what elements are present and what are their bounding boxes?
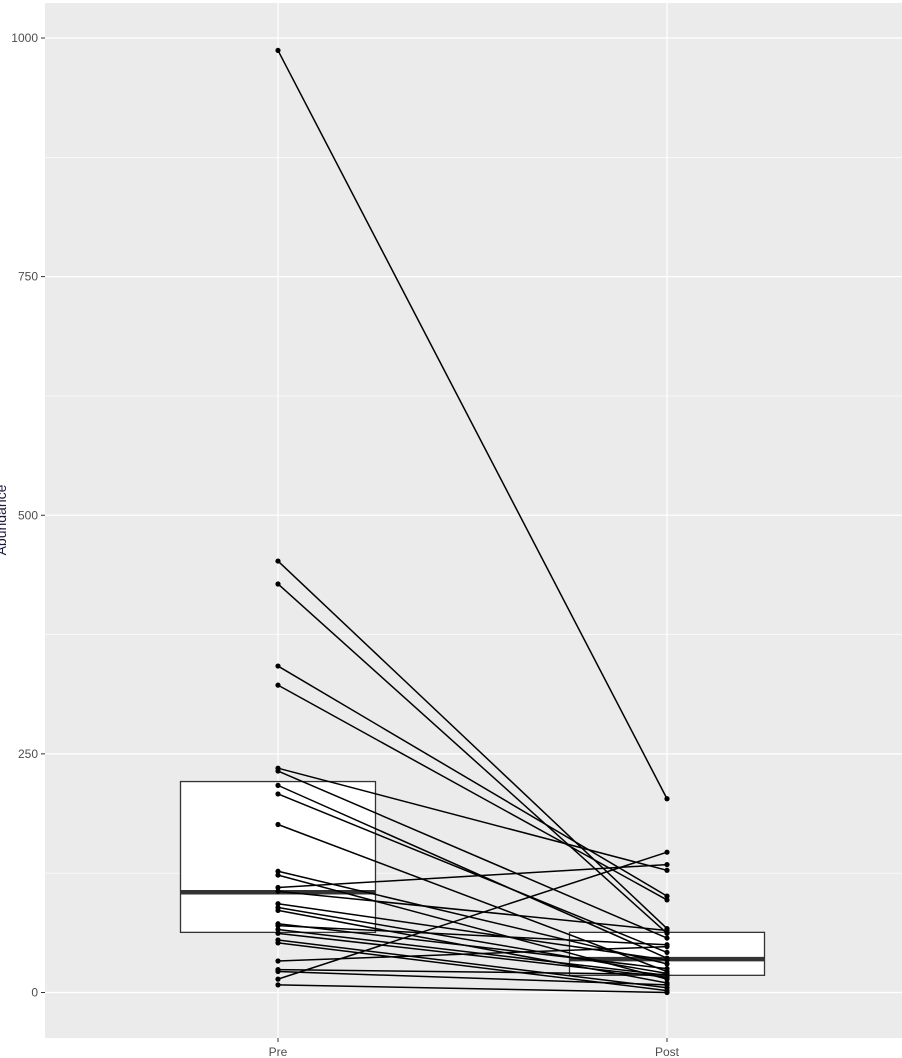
y-axis: 0 250 500 750 1000 [11, 31, 45, 1000]
point-pre [275, 682, 281, 688]
point-post [664, 897, 670, 903]
point-pre [275, 930, 281, 936]
pair-line [277, 939, 668, 989]
point-pre [275, 768, 281, 774]
point-pre [275, 884, 281, 891]
data-points [275, 47, 670, 996]
point-post [664, 944, 670, 950]
point-pre [275, 976, 281, 982]
x-axis: Pre Post [269, 1038, 680, 1058]
y-tick-label: 500 [18, 508, 38, 522]
paired-lines [277, 50, 668, 994]
pair-line [277, 823, 668, 973]
x-tick-label: Pre [269, 1045, 288, 1058]
pair-line [277, 684, 668, 901]
point-post [664, 893, 670, 899]
point-post [664, 957, 670, 963]
point-pre [275, 868, 281, 874]
pair-line [277, 928, 668, 977]
point-pre [275, 581, 281, 587]
point-post [664, 989, 670, 996]
point-pre [275, 923, 281, 929]
point-post [664, 961, 670, 967]
point-pre [275, 821, 281, 828]
pair-line [277, 968, 668, 976]
y-tick-label: 250 [18, 747, 38, 761]
point-post [664, 849, 670, 855]
point-post [664, 966, 670, 972]
pair-line [277, 793, 668, 954]
point-pre [275, 872, 281, 878]
point-post [664, 949, 670, 956]
point-pre [275, 901, 281, 907]
point-pre [275, 782, 281, 788]
point-pre [275, 558, 281, 564]
pair-line [277, 784, 668, 959]
point-pre [275, 47, 281, 54]
pair-line [277, 583, 668, 934]
pair-line [277, 50, 668, 800]
point-pre [275, 888, 281, 894]
point-pre [275, 982, 281, 988]
point-pre [275, 791, 281, 797]
y-tick-label: 0 [31, 986, 38, 1000]
y-tick-label: 1000 [11, 31, 38, 45]
y-tick-label: 750 [18, 270, 38, 284]
pair-line [277, 770, 668, 939]
pair-line [277, 767, 668, 872]
pair-line [277, 560, 668, 930]
pair-line [277, 902, 668, 961]
point-pre [275, 968, 281, 975]
point-post [664, 861, 670, 868]
point-pre [275, 940, 281, 946]
pair-line [277, 924, 668, 946]
point-post [664, 982, 670, 988]
point-post [664, 796, 670, 802]
pair-line [277, 906, 668, 975]
pair-line [277, 970, 668, 986]
pair-line [277, 665, 668, 897]
point-pre [275, 663, 281, 669]
pair-line [277, 863, 668, 889]
point-post [664, 935, 670, 941]
pair-line [277, 932, 668, 978]
point-pre [275, 926, 281, 933]
pair-line [277, 923, 668, 970]
pair-line [277, 851, 668, 980]
point-post [664, 867, 670, 873]
point-post [664, 971, 670, 977]
y-axis-title: Abundance [0, 484, 9, 555]
plot-panel [45, 3, 902, 1038]
x-tick-label: Post [655, 1045, 680, 1058]
point-pre [275, 907, 281, 914]
pair-line [277, 984, 668, 994]
point-pre [275, 958, 281, 964]
point-post [664, 927, 670, 934]
pair-line [277, 890, 668, 932]
